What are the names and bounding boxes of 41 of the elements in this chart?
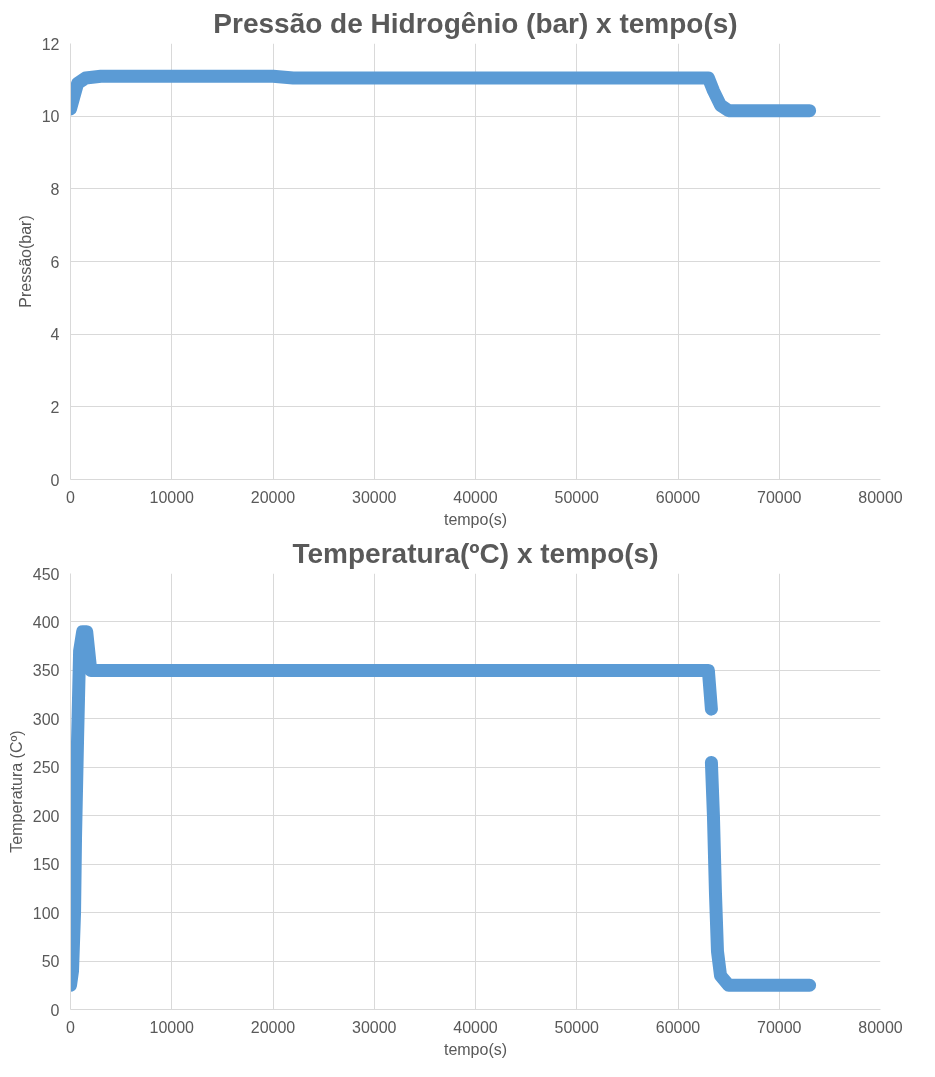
- x-tick-label: 80000: [858, 1018, 903, 1036]
- y-tick-label: 350: [32, 662, 60, 680]
- y-tick-label: 100: [32, 904, 60, 922]
- y-tick-label: 200: [32, 807, 60, 825]
- x-tick-label: 30000: [352, 1018, 397, 1036]
- y-tick-label: 0: [50, 471, 60, 489]
- x-tick-label: 30000: [352, 488, 397, 506]
- x-tick-label: 10000: [149, 1018, 195, 1036]
- y-tick-label: 0: [50, 1001, 60, 1019]
- x-axis-title: tempo(s): [443, 1040, 508, 1058]
- chart-title: Pressão de Hidrogênio (bar) x tempo(s): [213, 7, 738, 39]
- x-axis-title: tempo(s): [443, 510, 508, 528]
- x-tick-label: 40000: [453, 488, 498, 506]
- y-tick-label: 450: [32, 565, 60, 583]
- y-axis-title: Pressão(bar): [16, 215, 34, 308]
- x-tick-label: 0: [66, 488, 76, 506]
- y-tick-label: 250: [32, 759, 60, 777]
- x-tick-label: 20000: [250, 488, 296, 506]
- x-tick-label: 40000: [453, 1018, 498, 1036]
- y-tick-label: 8: [50, 180, 60, 198]
- y-axis-title: Temperatura (Cº): [7, 730, 25, 853]
- chart-title: Temperatura(ºC) x tempo(s): [292, 537, 659, 569]
- y-tick-label: 2: [50, 398, 60, 416]
- y-tick-label: 150: [32, 856, 60, 874]
- x-tick-label: 60000: [655, 488, 701, 506]
- x-tick-label: 70000: [757, 488, 802, 506]
- x-tick-label: 50000: [554, 1018, 600, 1036]
- x-tick-label: 0: [66, 1018, 76, 1036]
- x-tick-label: 50000: [554, 488, 600, 506]
- x-tick-label: 70000: [757, 1018, 802, 1036]
- y-tick-label: 400: [32, 613, 60, 631]
- x-tick-label: 10000: [149, 488, 195, 506]
- y-tick-label: 4: [50, 326, 60, 344]
- x-tick-label: 80000: [858, 488, 903, 506]
- y-tick-label: 300: [32, 710, 60, 728]
- y-tick-label: 6: [50, 253, 60, 271]
- y-tick-label: 10: [41, 108, 60, 126]
- y-tick-label: 12: [41, 35, 60, 53]
- y-tick-label: 50: [41, 953, 60, 971]
- x-tick-label: 20000: [250, 1018, 296, 1036]
- x-tick-label: 60000: [655, 1018, 701, 1036]
